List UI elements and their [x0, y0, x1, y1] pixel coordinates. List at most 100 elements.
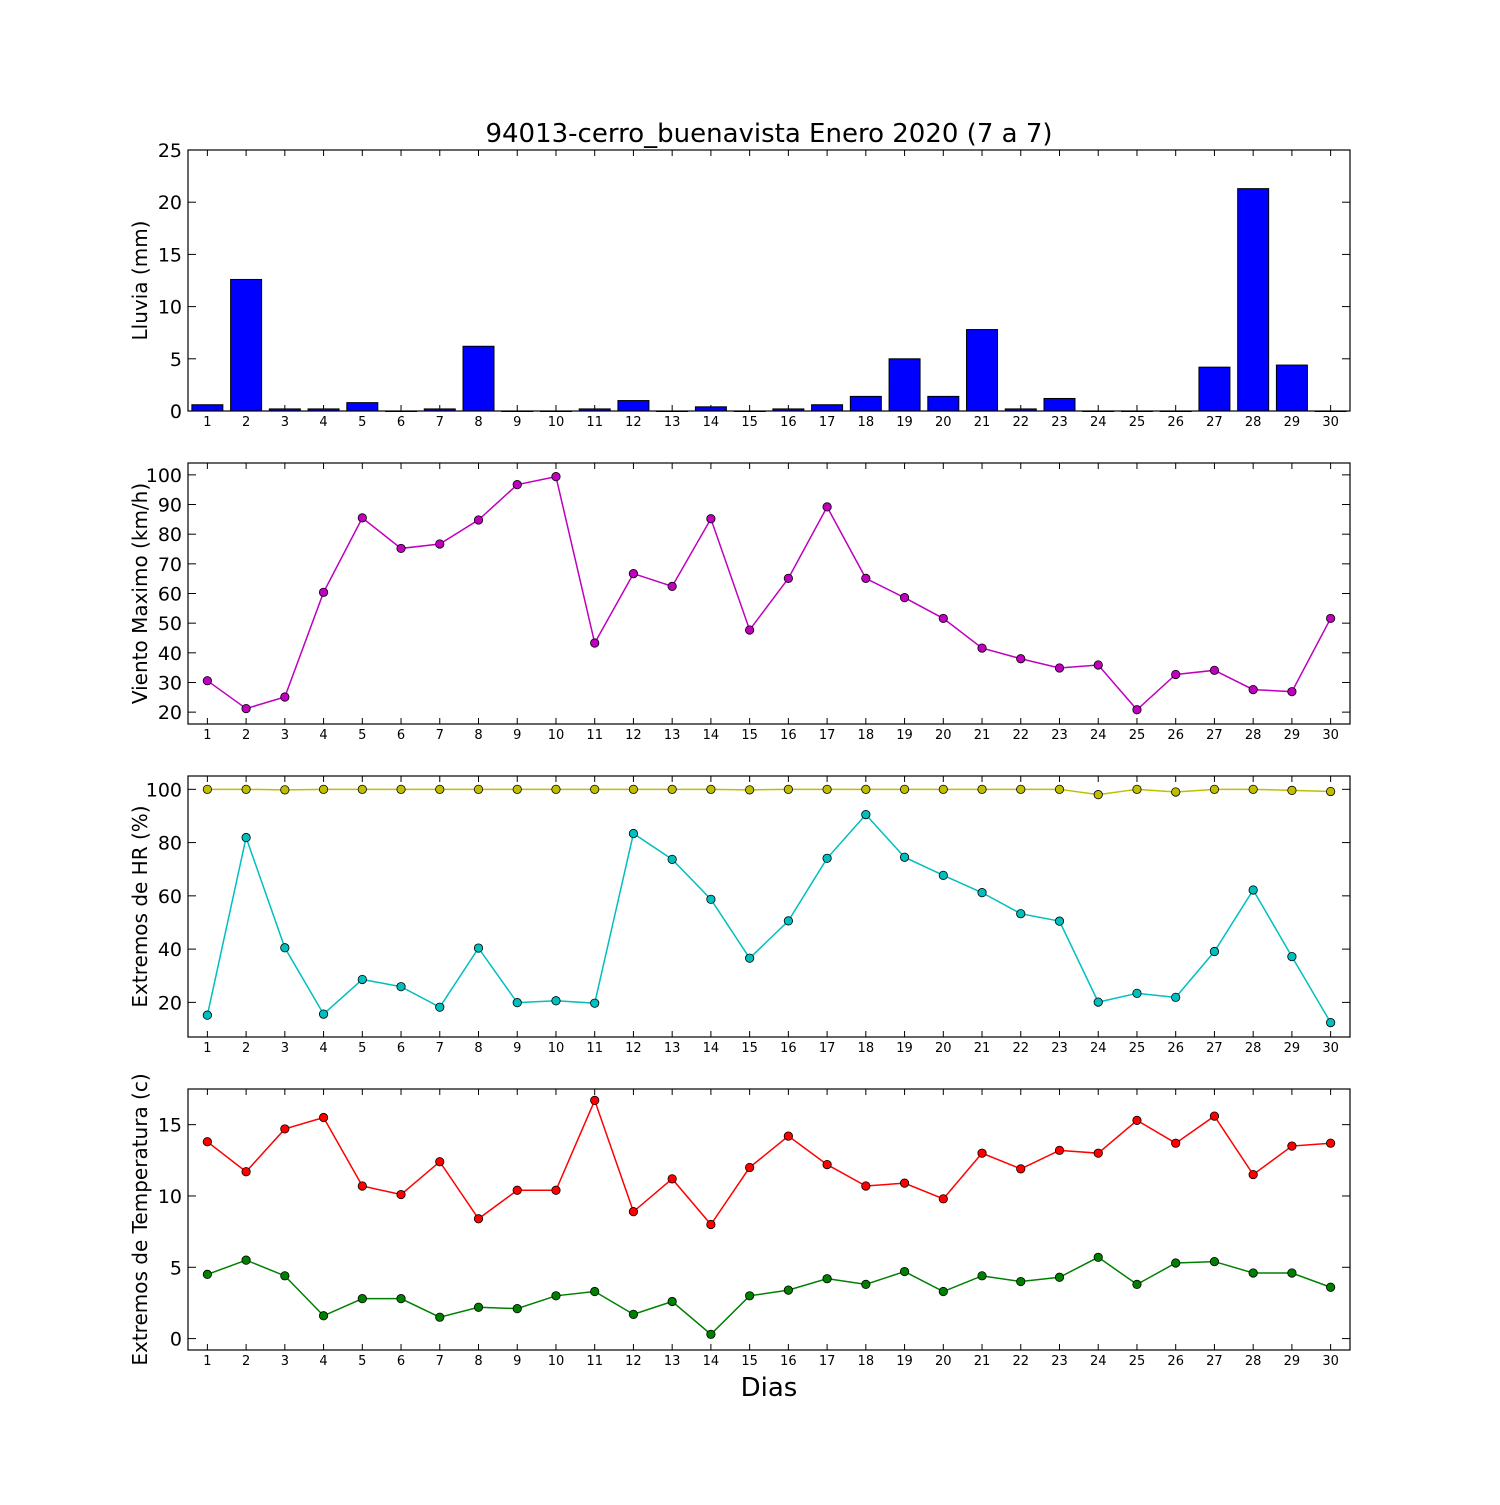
x-tick-label: 12 [625, 728, 642, 743]
x-tick-label: 25 [1129, 1354, 1146, 1369]
x-tick-label: 20 [935, 415, 952, 430]
point-series-1-day-30 [1326, 786, 1336, 797]
point-series-1-day-23 [1054, 663, 1065, 673]
point-series-1-day-5 [357, 1181, 367, 1191]
bar-day-21 [966, 329, 999, 412]
point-series-1-day-16 [783, 784, 793, 794]
x-tick-label: 24 [1090, 415, 1107, 430]
x-tick-label: 18 [858, 415, 875, 430]
x-tick-label: 17 [819, 728, 836, 743]
x-tick-label: 22 [1012, 415, 1029, 430]
point-series-1-day-3 [280, 692, 290, 702]
y-tick-label: 20 [158, 192, 182, 214]
point-series-2-day-24 [1093, 997, 1103, 1007]
point-series-2-day-15 [745, 1291, 755, 1301]
point-series-1-day-30 [1326, 1138, 1336, 1148]
point-series-2-day-16 [783, 1285, 793, 1295]
x-tick-label: 3 [281, 1354, 289, 1369]
point-series-1-day-14 [706, 784, 716, 794]
x-tick-label: 4 [319, 1354, 327, 1369]
point-series-1-day-23 [1054, 784, 1065, 794]
x-tick-label: 3 [281, 415, 289, 430]
point-series-2-day-10 [551, 996, 561, 1006]
x-tick-label: 28 [1245, 728, 1262, 743]
x-tick-label: 15 [741, 1354, 758, 1369]
x-tick-label: 8 [474, 1041, 482, 1056]
point-series-2-day-6 [396, 982, 406, 992]
point-series-1-day-5 [357, 784, 367, 794]
point-series-1-day-2 [241, 1167, 251, 1177]
x-tick-label: 13 [664, 415, 681, 430]
x-tick-label: 22 [1012, 728, 1029, 743]
x-tick-label: 12 [625, 415, 642, 430]
x-tick-label: 9 [513, 1041, 521, 1056]
point-series-2-day-26 [1171, 1258, 1181, 1268]
point-series-2-day-1 [202, 1269, 212, 1280]
point-series-2-day-17 [822, 853, 832, 863]
x-tick-label: 26 [1167, 1041, 1184, 1056]
point-series-1-day-26 [1171, 1138, 1181, 1148]
y-tick-label: 10 [158, 1186, 182, 1208]
y-tick-label: 70 [158, 554, 182, 576]
x-tick-label: 7 [436, 415, 444, 430]
point-series-2-day-18 [861, 810, 871, 820]
x-tick-label: 23 [1051, 1354, 1068, 1369]
y-tick-label: 100 [146, 465, 182, 487]
x-tick-label: 1 [203, 728, 211, 743]
point-series-2-day-4 [318, 1311, 329, 1321]
y-tick-label: 0 [170, 401, 182, 423]
x-tick-label: 27 [1206, 1041, 1223, 1056]
point-series-2-day-16 [783, 916, 793, 926]
x-tick-label: 1 [203, 1354, 211, 1369]
point-series-2-day-5 [357, 1294, 367, 1304]
x-tick-label: 26 [1167, 415, 1184, 430]
x-tick-label: 20 [935, 1354, 952, 1369]
point-series-1-day-20 [938, 784, 948, 794]
point-series-1-day-2 [241, 703, 251, 714]
point-series-2-day-26 [1171, 992, 1181, 1002]
point-series-2-day-22 [1016, 909, 1026, 919]
point-series-2-day-23 [1054, 916, 1065, 926]
bar-day-17 [811, 404, 844, 412]
x-tick-label: 18 [858, 1041, 875, 1056]
x-tick-label: 9 [513, 415, 521, 430]
x-tick-label: 23 [1051, 728, 1068, 743]
point-series-2-day-25 [1132, 988, 1142, 998]
x-tick-label: 21 [974, 1041, 991, 1056]
series-line-2 [207, 1256, 1331, 1336]
point-series-1-day-22 [1016, 654, 1026, 664]
x-tick-label: 30 [1322, 1041, 1339, 1056]
series-line-1 [206, 475, 1332, 711]
y-tick-label: 80 [158, 524, 182, 546]
point-series-2-day-3 [280, 1271, 290, 1281]
x-tick-label: 10 [548, 1354, 565, 1369]
point-series-1-day-6 [396, 784, 406, 794]
point-series-2-day-11 [590, 1286, 600, 1297]
point-series-1-day-26 [1171, 669, 1181, 680]
x-tick-label: 1 [203, 415, 211, 430]
point-series-2-day-2 [241, 832, 251, 843]
point-series-2-day-14 [706, 894, 716, 904]
point-series-2-day-11 [590, 998, 600, 1008]
y-tick-label: 25 [158, 140, 182, 162]
x-tick-label: 13 [664, 728, 681, 743]
point-series-1-day-23 [1054, 1145, 1065, 1155]
point-series-2-day-24 [1093, 1252, 1103, 1262]
bar-day-8 [462, 345, 495, 412]
point-series-1-day-9 [512, 480, 522, 490]
x-tick-label: 1 [203, 1041, 211, 1056]
series-line-2 [206, 813, 1332, 1023]
x-tick-label: 30 [1322, 1354, 1339, 1369]
point-series-2-day-20 [938, 870, 948, 880]
point-series-1-day-25 [1132, 784, 1142, 794]
y-tick-label: 40 [158, 939, 182, 961]
x-tick-label: 26 [1167, 1354, 1184, 1369]
y-axis-label: Extremos de Temperatura (c) [128, 1073, 152, 1365]
point-series-1-day-17 [822, 1159, 832, 1170]
series-line-1 [206, 1098, 1331, 1226]
x-tick-label: 17 [819, 1354, 836, 1369]
point-series-1-day-10 [551, 472, 561, 482]
